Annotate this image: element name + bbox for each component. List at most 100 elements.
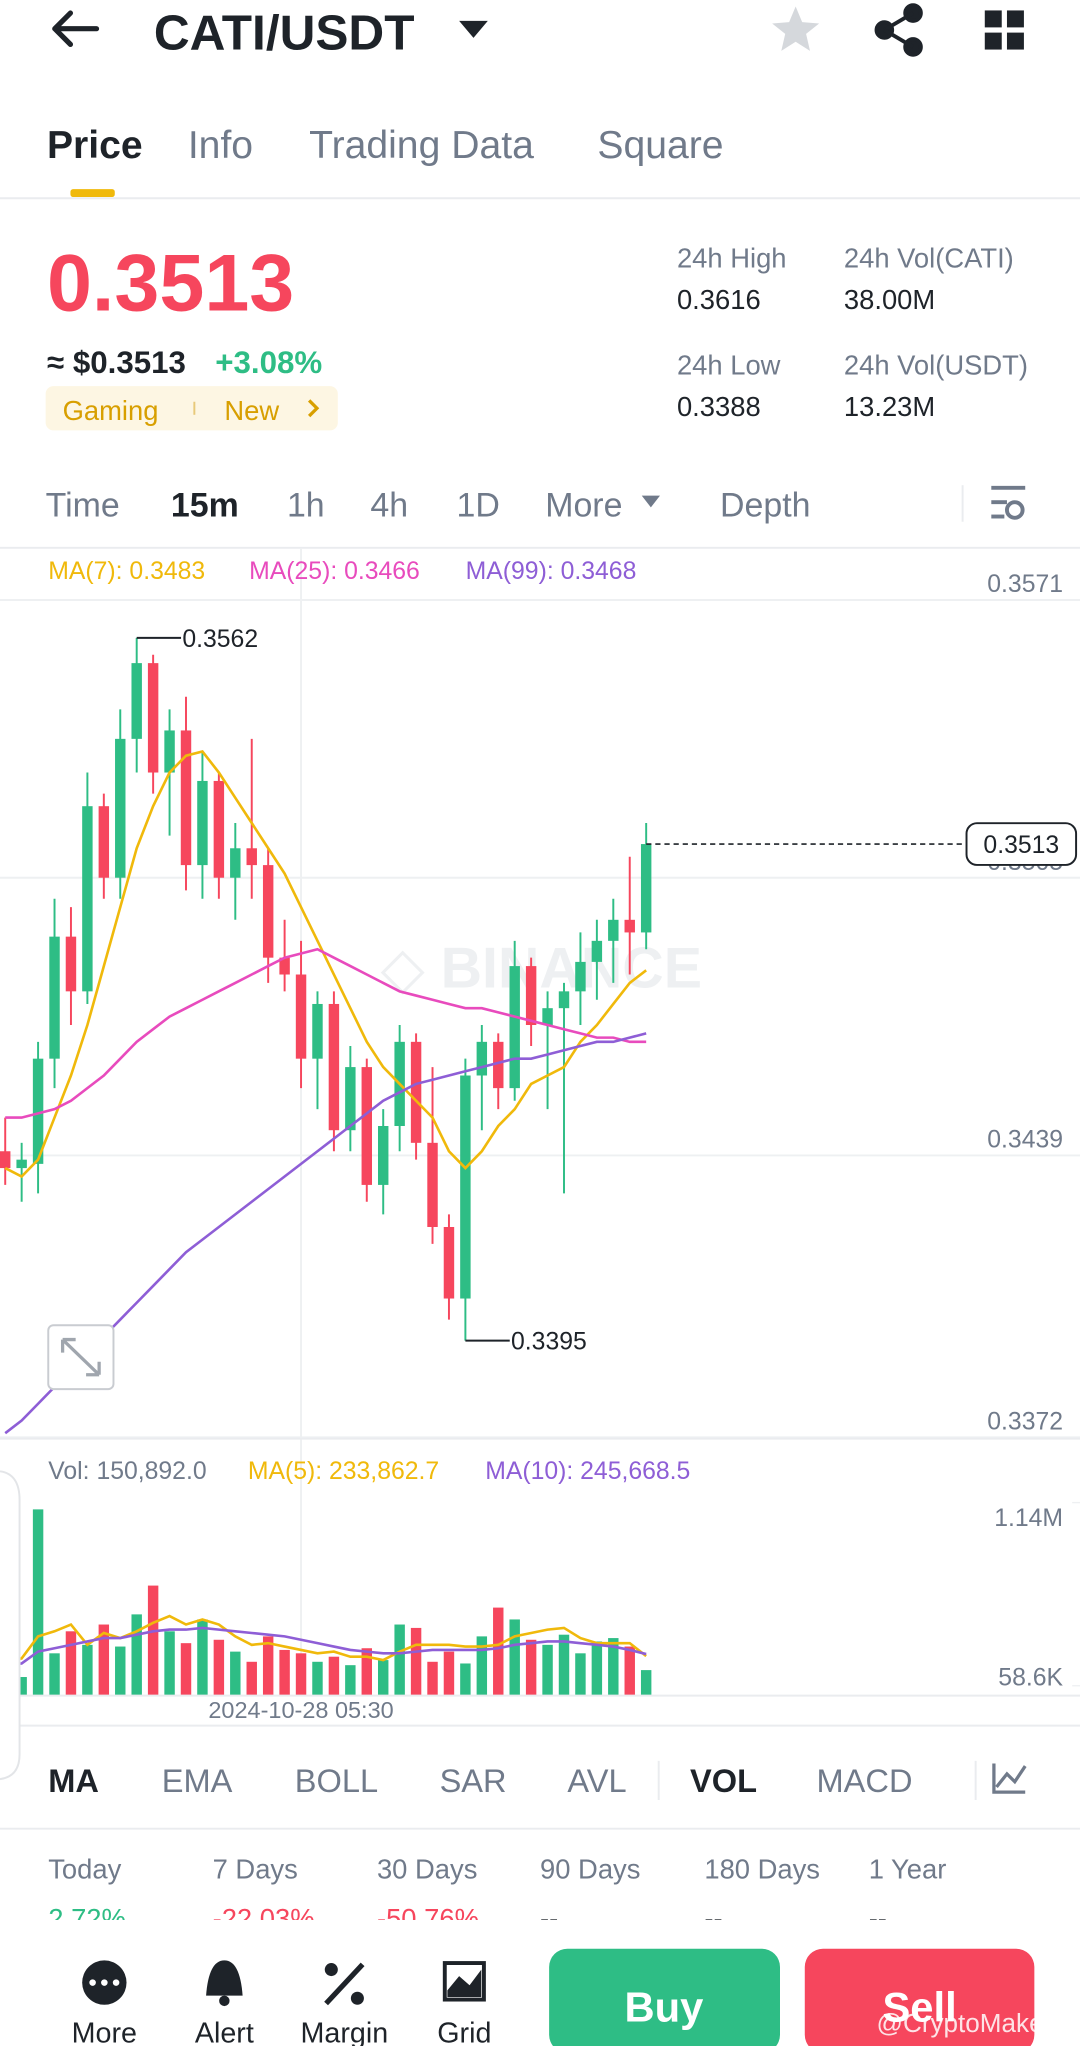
- candle-body: [345, 1067, 356, 1131]
- tab[interactable]: Info: [188, 124, 253, 167]
- interval-tab[interactable]: 4h: [370, 487, 408, 525]
- candle-body: [640, 844, 652, 933]
- performance-label: 30 Days: [377, 1853, 477, 1884]
- interval-tab[interactable]: Depth: [720, 487, 810, 525]
- volume-bar: [213, 1639, 225, 1696]
- candle-body: [443, 1226, 455, 1299]
- share-button[interactable]: [874, 3, 923, 57]
- candle-body: [460, 1075, 471, 1299]
- tab[interactable]: Square: [597, 124, 723, 167]
- expand-icon: [60, 1337, 101, 1377]
- legend-entry: MA(10): 245,668.5: [485, 1458, 690, 1485]
- legend-entry: MA(99): 0.3468: [466, 558, 637, 585]
- candle-body: [16, 1159, 27, 1169]
- volume-bar: [377, 1660, 389, 1696]
- stat-value: 13.23M: [844, 391, 935, 422]
- annotation-label: 0.3395: [511, 1329, 587, 1356]
- stat-label: 24h Vol(USDT): [844, 349, 1028, 380]
- volume-bar: [49, 1653, 60, 1696]
- interval-tab[interactable]: 1h: [287, 487, 325, 525]
- candle-body: [591, 940, 603, 962]
- volume-ma-line: [5, 1626, 647, 1667]
- candle-body: [147, 663, 159, 773]
- volume-bar: [410, 1627, 422, 1696]
- candle-body: [361, 1067, 373, 1185]
- interval-tab[interactable]: More: [545, 487, 622, 525]
- candle-body: [558, 991, 570, 1009]
- volume-bar: [197, 1619, 208, 1696]
- tag-box[interactable]: [45, 386, 338, 431]
- interval-tab[interactable]: 1D: [457, 487, 500, 525]
- tab[interactable]: Price: [47, 124, 143, 167]
- tab-indicator: [70, 189, 115, 197]
- indicator-tab[interactable]: EMA: [162, 1762, 233, 1799]
- exchange-watermark: ◇ BINANCE: [381, 936, 702, 1000]
- favorite-star[interactable]: [772, 6, 820, 51]
- candle-body: [410, 1041, 422, 1143]
- pair-title[interactable]: CATI/USDT: [154, 5, 415, 61]
- volume-bar: [361, 1648, 373, 1696]
- candle-body: [377, 1125, 389, 1185]
- candle-body: [246, 848, 257, 866]
- side-drawer[interactable]: [0, 1470, 21, 1781]
- nav-label[interactable]: More: [72, 2018, 137, 2046]
- indicator-tab[interactable]: VOL: [690, 1762, 757, 1799]
- volume-bar: [476, 1636, 488, 1696]
- performance-label: 7 Days: [213, 1853, 298, 1884]
- volume-bar: [246, 1661, 257, 1696]
- interval-tab[interactable]: Time: [46, 487, 120, 525]
- nav-label[interactable]: Grid: [437, 2018, 491, 2046]
- candle-body: [131, 663, 142, 739]
- indicator-tab[interactable]: AVL: [567, 1762, 626, 1799]
- volume-bar: [65, 1631, 77, 1696]
- buy-button[interactable]: [549, 1948, 780, 2046]
- volume-bar: [98, 1624, 110, 1696]
- candle-body: [82, 806, 93, 992]
- volume-bar: [279, 1649, 290, 1696]
- tag[interactable]: New: [224, 395, 279, 426]
- candle-body: [476, 1041, 488, 1076]
- menu-grid[interactable]: [984, 10, 1024, 50]
- more-dropdown[interactable]: [641, 495, 660, 508]
- volume-bar: [16, 1677, 27, 1696]
- stat-label: 24h Vol(CATI): [844, 242, 1014, 273]
- volume-bar: [295, 1653, 307, 1696]
- x-tick-label: 2024-10-28 05:30: [208, 1697, 393, 1723]
- candle-body: [49, 936, 60, 1059]
- candle-body: [608, 919, 619, 941]
- candle-body: [279, 957, 290, 975]
- candle-body: [65, 936, 77, 992]
- tab[interactable]: Trading Data: [309, 124, 534, 167]
- chart-settings[interactable]: [991, 485, 1026, 520]
- volume-bar: [32, 1509, 44, 1696]
- indicator-settings[interactable]: [992, 1763, 1027, 1794]
- volume-bar: [443, 1651, 455, 1696]
- back-button[interactable]: [52, 10, 100, 47]
- candle-body: [115, 738, 126, 878]
- sell-button[interactable]: [804, 1948, 1035, 2046]
- annotation-label: 0.3562: [182, 626, 258, 653]
- y-tick-label: 0.3439: [987, 1127, 1063, 1154]
- buy-label[interactable]: Buy: [624, 1984, 703, 2031]
- volume-bar: [542, 1644, 553, 1696]
- indicator-tab[interactable]: BOLL: [295, 1762, 378, 1799]
- candle-body: [262, 865, 274, 958]
- pair-dropdown[interactable]: [459, 20, 488, 38]
- candle-body: [575, 961, 586, 992]
- volume-bar: [624, 1646, 635, 1696]
- candle-body: [164, 730, 175, 773]
- indicator-tab[interactable]: SAR: [440, 1762, 507, 1799]
- interval-tab[interactable]: 15m: [171, 487, 239, 525]
- nav-label[interactable]: Margin: [301, 2018, 389, 2046]
- indicator-tab[interactable]: MA: [48, 1762, 99, 1799]
- sell-label[interactable]: Sell: [882, 1984, 956, 2031]
- tag[interactable]: Gaming: [63, 395, 159, 426]
- tag-chevron: [307, 399, 320, 418]
- candle-body: [542, 1008, 553, 1026]
- candle-body: [427, 1142, 438, 1227]
- volume-bar: [115, 1646, 126, 1696]
- indicator-tab[interactable]: MACD: [817, 1762, 913, 1799]
- stat-label: 24h Low: [677, 349, 781, 380]
- nav-label[interactable]: Alert: [195, 2018, 254, 2046]
- volume-bar: [147, 1585, 159, 1696]
